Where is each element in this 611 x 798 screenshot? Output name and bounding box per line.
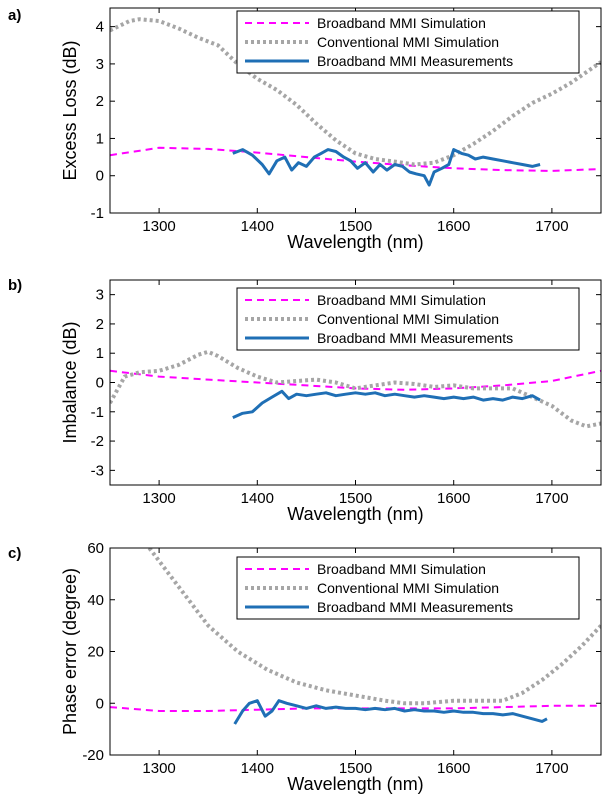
legend-entry: Broadband MMI Simulation: [317, 15, 486, 31]
y-axis-title: Excess Loss (dB): [60, 40, 80, 180]
legend-entry: Conventional MMI Simulation: [317, 311, 499, 327]
y-axis-title: Phase error (degree): [60, 568, 80, 735]
series-line: [232, 389, 541, 419]
legend-entry: Broadband MMI Measurements: [317, 53, 513, 69]
x-tick-label: 1500: [339, 490, 372, 507]
series-line: [147, 548, 601, 706]
legend: Broadband MMI Simulation Conventional MMI…: [236, 287, 580, 351]
legend: Broadband MMI Simulation Conventional MMI…: [236, 556, 580, 620]
y-tick-label: -3: [91, 462, 104, 479]
series-line: [110, 146, 601, 172]
panel-1: a) 1300 1400 1500 1600 1700 -1 0 1 2 3 4 Wavelength …: [8, 7, 602, 252]
legend-box: [236, 10, 580, 74]
y-tick-label: 20: [87, 644, 104, 661]
y-tick-label: 1: [96, 345, 104, 362]
y-tick-label: -1: [91, 205, 104, 222]
y-tick-label: 0: [96, 168, 104, 185]
panel-3: c) 1300 1400 1500 1600 1700 -20 0 20 40 60 Waveleng…: [8, 540, 602, 794]
y-tick-label: 1: [96, 130, 104, 147]
legend-entry: Broadband MMI Simulation: [317, 561, 486, 577]
y-tick-label: 3: [96, 56, 104, 73]
panel-2: b) 1300 1400 1500 1600 1700 -3 -2 -1 0 1 2 3 Waveleng…: [8, 277, 602, 524]
panel-label: c): [8, 545, 21, 562]
y-tick-label: -1: [91, 404, 104, 421]
x-tick-label: 1300: [142, 218, 175, 235]
x-tick-label: 1400: [241, 760, 274, 777]
x-tick-label: 1600: [437, 490, 470, 507]
series-line: [110, 17, 601, 167]
series-line: [233, 699, 548, 725]
legend: Broadband MMI Simulation Conventional MMI…: [236, 10, 580, 74]
x-axis-title: Wavelength (nm): [287, 232, 423, 252]
y-tick-label: -20: [82, 747, 104, 764]
legend-entry: Broadband MMI Measurements: [317, 330, 513, 346]
x-axis-title: Wavelength (nm): [287, 774, 423, 794]
y-tick-label: 0: [96, 695, 104, 712]
x-tick-label: 1500: [339, 218, 372, 235]
panel-label: b): [8, 277, 22, 294]
x-tick-label: 1700: [535, 760, 568, 777]
x-tick-label: 1600: [437, 760, 470, 777]
legend-entry: Broadband MMI Measurements: [317, 599, 513, 615]
x-axis-title: Wavelength (nm): [287, 504, 423, 524]
x-tick-label: 1600: [437, 218, 470, 235]
legend-entry: Conventional MMI Simulation: [317, 34, 499, 50]
legend-entry: Broadband MMI Simulation: [317, 292, 486, 308]
y-axis-title: Imbalance (dB): [60, 321, 80, 443]
y-tick-label: 4: [96, 19, 104, 36]
legend-entry: Conventional MMI Simulation: [317, 580, 499, 596]
x-tick-label: 1300: [142, 490, 175, 507]
series-line: [232, 148, 541, 187]
x-tick-label: 1500: [339, 760, 372, 777]
series-line: [110, 349, 601, 429]
y-tick-label: 3: [96, 287, 104, 304]
y-tick-label: 2: [96, 316, 104, 333]
x-tick-label: 1300: [142, 760, 175, 777]
x-tick-label: 1700: [535, 490, 568, 507]
series-line: [110, 369, 601, 391]
panel-label: a): [8, 7, 21, 24]
x-tick-label: 1700: [535, 218, 568, 235]
y-tick-label: 60: [87, 540, 104, 557]
y-tick-label: -2: [91, 433, 104, 450]
x-tick-label: 1400: [241, 490, 274, 507]
y-tick-label: 40: [87, 592, 104, 609]
y-tick-label: 0: [96, 375, 104, 392]
x-tick-label: 1400: [241, 218, 274, 235]
y-tick-label: 2: [96, 93, 104, 110]
